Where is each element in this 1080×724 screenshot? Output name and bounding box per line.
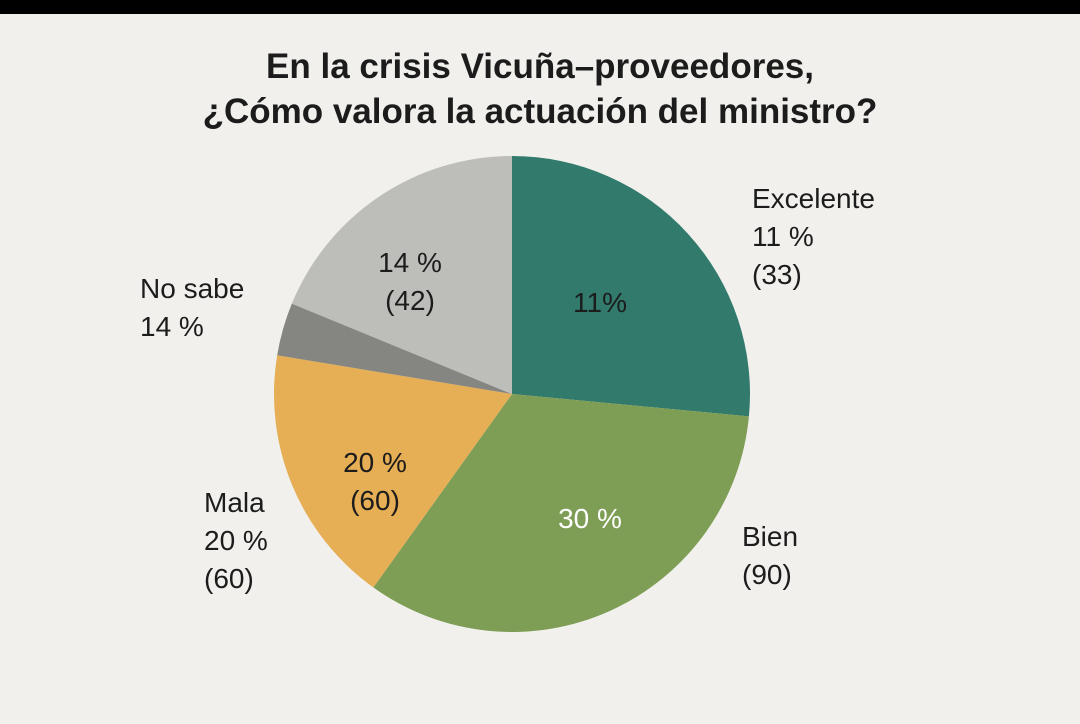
pie-slice-bien	[373, 394, 749, 632]
inner-label-mala-line-2: (60)	[350, 485, 400, 516]
chart-title-line-1: En la crisis Vicuña–proveedores,	[266, 47, 814, 86]
outer-label-mala-line-1: Mala	[204, 487, 265, 518]
chart-title-line-2: ¿Cómo valora la actuación del ministro?	[202, 92, 878, 131]
outer-label-mala-line-3: (60)	[204, 563, 254, 594]
pie-slice-slice-3	[277, 303, 512, 394]
inner-label-no-sabe-line-2: (42)	[385, 285, 435, 316]
pie-slice-no-sabe	[291, 155, 512, 394]
outer-label-mala-line-2: 20 %	[204, 525, 268, 556]
outer-label-bien-line-1: Bien	[742, 521, 798, 552]
pie-slice-excelente	[512, 156, 750, 417]
top-border-bar	[0, 0, 1080, 14]
outer-label-excelente-line-3: (33)	[752, 259, 802, 290]
outer-label-no-sabe-line-2: 14 %	[140, 311, 204, 342]
inner-label-mala-line-1: 20 %	[343, 447, 407, 478]
outer-label-no-sabe-line-1: No sabe	[140, 273, 244, 304]
inner-label-no-sabe-line-1: 14 %	[378, 247, 442, 278]
pie-slice-mala	[274, 355, 512, 588]
outer-label-bien-line-2: (90)	[742, 559, 792, 590]
inner-label-bien-line-1: 30 %	[558, 503, 622, 534]
outer-label-excelente-line-2: 11 %	[752, 221, 814, 252]
chart-title: En la crisis Vicuña–proveedores, ¿Cómo v…	[0, 44, 1080, 134]
inner-label-excelente-line-1: 11%	[573, 287, 627, 318]
outer-label-excelente-line-1: Excelente	[752, 183, 875, 214]
